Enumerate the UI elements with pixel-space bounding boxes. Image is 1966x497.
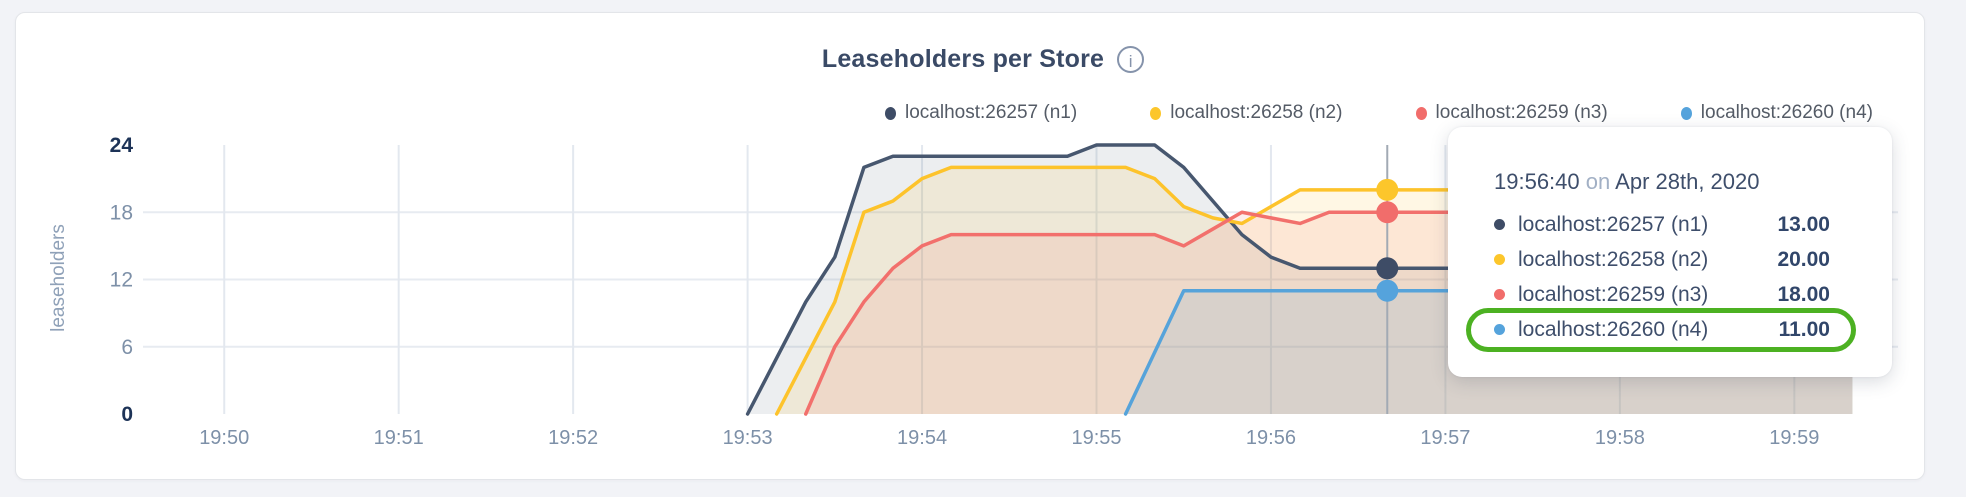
legend-dot (1680, 106, 1692, 120)
tooltip-header: 19:56:40 on Apr 28th, 2020 (1494, 169, 1892, 195)
tooltip-row-value: 13.00 (1777, 212, 1830, 236)
tooltip-row-n1: localhost:26257 (n1) 13.00 (1494, 207, 1830, 242)
hover-dot-3 (1376, 201, 1399, 224)
tooltip-row-label: localhost:26259 (n3) (1518, 282, 1709, 306)
tooltip-date: Apr 28th, 2020 (1615, 169, 1760, 194)
legend-item-n1[interactable]: localhost:26257 (n1) (885, 102, 1077, 124)
tooltip-row-dot (1494, 324, 1505, 335)
tooltip-time: 19:56:40 (1494, 169, 1580, 194)
legend-label: localhost:26260 (n4) (1700, 102, 1873, 123)
series-line-3 (803, 210, 1855, 416)
y-tick-label: 18 (110, 201, 133, 224)
hover-dot-2 (1376, 178, 1399, 201)
info-icon[interactable]: i (1117, 46, 1145, 73)
y-tick-label: 12 (110, 269, 133, 292)
legend-dot (885, 106, 896, 120)
x-tick-label: 19:58 (1595, 427, 1645, 449)
y-tick-label: 6 (121, 336, 133, 359)
y-axis-label: leaseholders (48, 224, 69, 332)
tooltip-row-label: localhost:26260 (n4) (1518, 317, 1709, 341)
y-tick-label: 0 (121, 403, 133, 426)
x-tick-label: 19:54 (897, 427, 947, 449)
chart-title: Leaseholders per Store (821, 45, 1105, 73)
tooltip-row-value: 11.00 (1778, 317, 1830, 341)
legend-item-n4[interactable]: localhost:26260 (n4) (1680, 102, 1873, 124)
x-tick-label: 19:55 (1071, 427, 1121, 449)
x-tick-label: 19:51 (374, 427, 424, 449)
hover-dot-4 (1376, 279, 1399, 302)
tooltip-row-value: 18.00 (1777, 282, 1830, 306)
x-tick-label: 19:52 (548, 427, 598, 449)
legend-label: localhost:26258 (n2) (1170, 102, 1343, 123)
x-tick-label: 19:59 (1769, 427, 1819, 449)
tooltip-rows: localhost:26257 (n1) 13.00 localhost:26258… (1448, 207, 1892, 352)
legend-dot (1415, 106, 1427, 120)
legend-item-n3[interactable]: localhost:26259 (n3) (1415, 102, 1608, 124)
tooltip-row-n2: localhost:26258 (n2) 20.00 (1494, 242, 1830, 277)
tooltip-row-dot (1494, 219, 1505, 230)
chart-header: Leaseholders per Store i (0, 45, 1966, 74)
legend: localhost:26257 (n1) localhost:26258 (n2)… (885, 101, 1873, 125)
x-tick-label: 19:53 (723, 427, 773, 449)
hover-tooltip: 19:56:40 on Apr 28th, 2020 localhost:262… (1448, 127, 1892, 377)
series-line-1 (745, 143, 1855, 416)
legend-label: localhost:26259 (n3) (1435, 102, 1608, 123)
legend-dot (1150, 106, 1162, 120)
legend-label: localhost:26257 (n1) (905, 102, 1078, 123)
tooltip-row-label: localhost:26258 (n2) (1518, 247, 1709, 271)
tooltip-conjunction: on (1585, 169, 1611, 194)
hover-dot-1 (1376, 257, 1399, 280)
tooltip-row-dot (1494, 289, 1505, 300)
series-line-2 (774, 165, 1855, 416)
y-tick-label: 24 (110, 134, 134, 157)
x-tick-label: 19:56 (1246, 427, 1296, 449)
legend-item-n2[interactable]: localhost:26258 (n2) (1150, 102, 1342, 124)
tooltip-row-n3: localhost:26259 (n3) 18.00 (1494, 277, 1830, 312)
x-tick-label: 19:57 (1420, 427, 1470, 449)
tooltip-row-label: localhost:26257 (n1) (1518, 212, 1709, 236)
x-tick-label: 19:50 (199, 427, 249, 449)
tooltip-row-value: 20.00 (1777, 247, 1830, 271)
tooltip-row-dot (1494, 254, 1505, 265)
tooltip-row-n4: localhost:26260 (n4) 11.00 (1466, 308, 1856, 352)
